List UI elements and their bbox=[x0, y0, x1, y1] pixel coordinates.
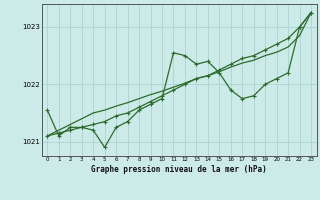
X-axis label: Graphe pression niveau de la mer (hPa): Graphe pression niveau de la mer (hPa) bbox=[91, 165, 267, 174]
